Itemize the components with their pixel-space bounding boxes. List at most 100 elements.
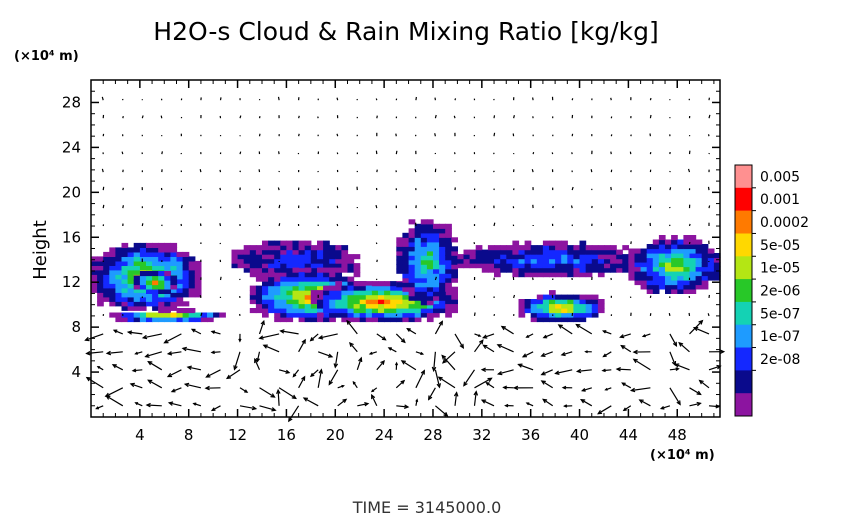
cloud-cell — [274, 258, 281, 264]
wind-arrow — [623, 405, 632, 411]
cloud-cell — [164, 260, 171, 266]
cloud-cell — [341, 285, 349, 291]
cloud-cell — [158, 275, 165, 281]
cloud-cell — [506, 267, 513, 273]
cloud-cell — [597, 263, 605, 269]
cloud-cell — [549, 303, 556, 309]
cloud-cell — [640, 253, 648, 259]
wind-arrow — [239, 151, 242, 155]
cloud-cell — [591, 303, 599, 309]
cloud-cell — [524, 272, 532, 278]
cloud-cell — [152, 247, 159, 253]
cloud-cell — [249, 249, 257, 255]
cloud-cell — [347, 276, 355, 282]
cloud-cell — [139, 287, 147, 293]
cloud-cell — [481, 267, 489, 273]
wind-arrow — [187, 366, 202, 371]
cloud-cell — [91, 269, 98, 275]
cloud-cell — [274, 290, 281, 296]
cloud-cell — [408, 308, 416, 314]
colorbar-segment — [735, 233, 752, 257]
cloud-cell — [695, 239, 703, 245]
cloud-cell — [146, 317, 153, 323]
cloud-cell — [524, 308, 532, 314]
cloud-cell — [689, 271, 697, 277]
wind-arrowhead — [420, 369, 425, 375]
colorbar-label: 2e-06 — [760, 284, 800, 300]
x-unit-label: (×10⁴ m) — [650, 448, 715, 463]
cloud-cell — [390, 285, 397, 291]
cloud-cell — [268, 272, 275, 278]
cloud-cell — [182, 292, 190, 298]
cloud-cell — [439, 255, 446, 261]
cloud-cell — [182, 260, 190, 266]
wind-arrow — [493, 222, 496, 227]
cloud-cell — [652, 271, 660, 277]
cloud-cell — [298, 290, 306, 296]
wind-arrow — [532, 97, 534, 101]
cloud-cell — [665, 266, 672, 272]
cloud-cell — [378, 281, 385, 287]
cloud-cell — [677, 280, 684, 286]
cloud-cell — [536, 258, 544, 264]
cloud-cell — [707, 248, 715, 254]
cloud-cell — [402, 246, 410, 252]
cloud-cell — [152, 317, 159, 323]
cloud-cell — [402, 303, 410, 309]
wind-arrow — [258, 116, 261, 119]
wind-arrow — [160, 115, 163, 119]
cloud-cell — [298, 317, 306, 323]
cloud-cell — [304, 308, 312, 314]
wind-arrow — [357, 403, 369, 407]
cloud-cell — [371, 290, 379, 296]
wind-arrow — [668, 312, 671, 317]
cloud-cell — [317, 299, 324, 305]
cloud-cell — [524, 258, 532, 264]
wind-arrow — [128, 331, 143, 335]
cloud-cell — [652, 253, 660, 259]
cloud-cell — [677, 284, 684, 290]
cloud-cell — [371, 294, 379, 300]
wind-arrow — [288, 405, 300, 422]
cloud-cell — [402, 308, 410, 314]
cloud-cell — [658, 248, 666, 254]
cloud-cell — [433, 286, 440, 292]
cloud-cell — [402, 259, 410, 265]
wind-arrowhead — [678, 341, 684, 347]
wind-arrow — [376, 169, 378, 173]
wind-arrow — [518, 363, 534, 371]
cloud-cell — [384, 299, 391, 305]
cloud-cell — [139, 256, 147, 262]
cloud-cell — [152, 288, 159, 294]
cloud-cell — [487, 267, 495, 273]
wind-arrow — [102, 186, 105, 191]
cloud-cell — [268, 258, 275, 264]
cloud-cell — [396, 308, 403, 314]
cloud-cell — [371, 308, 379, 314]
cloud-cell — [573, 249, 581, 255]
cloud-cell — [304, 285, 312, 291]
wind-arrowhead — [482, 344, 488, 350]
cloud-cell — [176, 256, 184, 262]
cloud-cell — [292, 263, 300, 269]
cloud-cell — [549, 245, 556, 251]
wind-arrowhead — [403, 404, 410, 409]
cloud-cell — [139, 265, 147, 271]
cloud-cell — [445, 303, 452, 309]
cloud-cell — [561, 303, 568, 309]
cloud-cell — [433, 291, 440, 297]
cloud-cell — [121, 312, 129, 318]
wind-arrowhead — [205, 373, 211, 378]
wind-arrowhead — [638, 399, 644, 404]
cloud-cell — [451, 255, 458, 261]
cloud-cell — [713, 275, 721, 281]
wind-arrow — [107, 351, 123, 354]
wind-arrowhead — [659, 405, 665, 410]
cloud-cell — [579, 317, 587, 323]
cloud-cell — [445, 312, 452, 318]
wind-arrowhead — [601, 330, 607, 334]
cloud-cell — [91, 260, 98, 266]
cloud-cell — [414, 295, 422, 301]
wind-arrow — [474, 339, 484, 353]
cloud-cell — [695, 257, 703, 263]
